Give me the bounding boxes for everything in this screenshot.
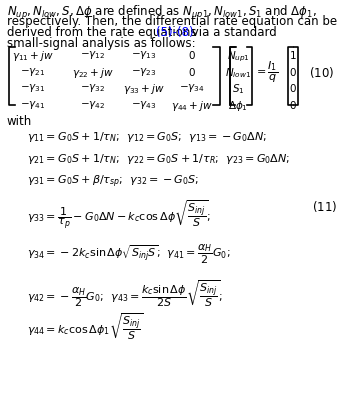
Text: $\gamma_{34}=-2k_c\sin\Delta\phi\sqrt{S_{inj}S}$;  $\gamma_{41}=\dfrac{\alpha_H}: $\gamma_{34}=-2k_c\sin\Delta\phi\sqrt{S_… <box>27 243 231 266</box>
Text: $(11)$: $(11)$ <box>312 199 337 214</box>
Text: $-\gamma_{21}$: $-\gamma_{21}$ <box>20 66 45 78</box>
Text: small-signal analysis as follows:: small-signal analysis as follows: <box>7 37 196 50</box>
Text: $0$: $0$ <box>188 66 196 78</box>
Text: $\gamma_{11}=G_0S+1/\tau_N$;  $\gamma_{12}=G_0S$;  $\gamma_{13}=-G_0\Delta N$;: $\gamma_{11}=G_0S+1/\tau_N$; $\gamma_{12… <box>27 130 268 145</box>
Text: $-\gamma_{43}$: $-\gamma_{43}$ <box>131 99 157 111</box>
Text: $-\gamma_{23}$: $-\gamma_{23}$ <box>131 66 157 78</box>
Text: $0$: $0$ <box>289 99 297 111</box>
Text: $\gamma_{31}=G_0S+\beta/\tau_{sp}$;  $\gamma_{32}=-G_0S$;: $\gamma_{31}=G_0S+\beta/\tau_{sp}$; $\ga… <box>27 174 200 190</box>
Text: via a standard: via a standard <box>188 26 277 39</box>
Text: $\gamma_{44}=k_c\cos\Delta\phi_1\sqrt{\dfrac{S_{inj}}{S}}$: $\gamma_{44}=k_c\cos\Delta\phi_1\sqrt{\d… <box>27 312 144 342</box>
Text: $N_{up1}$: $N_{up1}$ <box>227 49 250 64</box>
Text: (5)-(8): (5)-(8) <box>156 26 193 39</box>
Text: $0$: $0$ <box>188 49 196 61</box>
Text: $\gamma_{21}=G_0S+1/\tau_N$;  $\gamma_{22}=G_0S+1/\tau_R$;  $\gamma_{23}=G_0\Del: $\gamma_{21}=G_0S+1/\tau_N$; $\gamma_{22… <box>27 152 291 166</box>
Text: $0$: $0$ <box>289 82 297 94</box>
Text: $-\gamma_{31}$: $-\gamma_{31}$ <box>20 82 45 94</box>
Text: respectively. Then, the differential rate equation can be: respectively. Then, the differential rat… <box>7 15 337 28</box>
Text: $1$: $1$ <box>289 49 297 61</box>
Text: $=\dfrac{I_1}{q}$: $=\dfrac{I_1}{q}$ <box>254 59 278 85</box>
Text: $-\gamma_{13}$: $-\gamma_{13}$ <box>131 49 157 61</box>
Text: $\gamma_{33}+jw$: $\gamma_{33}+jw$ <box>123 82 165 97</box>
Text: $S_1$: $S_1$ <box>232 82 245 96</box>
Text: $(10)$: $(10)$ <box>309 65 334 80</box>
Text: $N_{low1}$: $N_{low1}$ <box>225 66 251 80</box>
Text: $\gamma_{33}=\dfrac{1}{\tau_p}-G_0\Delta N-k_c\cos\Delta\phi\sqrt{\dfrac{S_{inj}: $\gamma_{33}=\dfrac{1}{\tau_p}-G_0\Delta… <box>27 199 212 232</box>
Text: $-\gamma_{42}$: $-\gamma_{42}$ <box>80 99 105 111</box>
Text: $N_{up},N_{low},S,\Delta\phi$ are defined as $N_{up1},N_{low1},S_1$ and $\Delta\: $N_{up},N_{low},S,\Delta\phi$ are define… <box>7 4 317 22</box>
Text: $-\gamma_{41}$: $-\gamma_{41}$ <box>20 99 45 111</box>
Text: $\gamma_{42}=-\dfrac{\alpha_H}{2}G_0$;  $\gamma_{43}=\dfrac{k_c\sin\Delta\phi}{2: $\gamma_{42}=-\dfrac{\alpha_H}{2}G_0$; $… <box>27 278 224 309</box>
Text: $\Delta\phi_1$: $\Delta\phi_1$ <box>228 99 248 113</box>
Text: with: with <box>7 115 32 128</box>
Text: derived from the rate equations: derived from the rate equations <box>7 26 200 39</box>
Text: $0$: $0$ <box>289 66 297 78</box>
Text: $-\gamma_{12}$: $-\gamma_{12}$ <box>80 49 105 61</box>
Text: $\gamma_{11}+jw$: $\gamma_{11}+jw$ <box>12 49 54 63</box>
Text: $\gamma_{22}+jw$: $\gamma_{22}+jw$ <box>72 66 114 80</box>
Text: $-\gamma_{34}$: $-\gamma_{34}$ <box>179 82 205 94</box>
Text: $\gamma_{44}+jw$: $\gamma_{44}+jw$ <box>171 99 213 113</box>
Text: $-\gamma_{32}$: $-\gamma_{32}$ <box>80 82 105 94</box>
